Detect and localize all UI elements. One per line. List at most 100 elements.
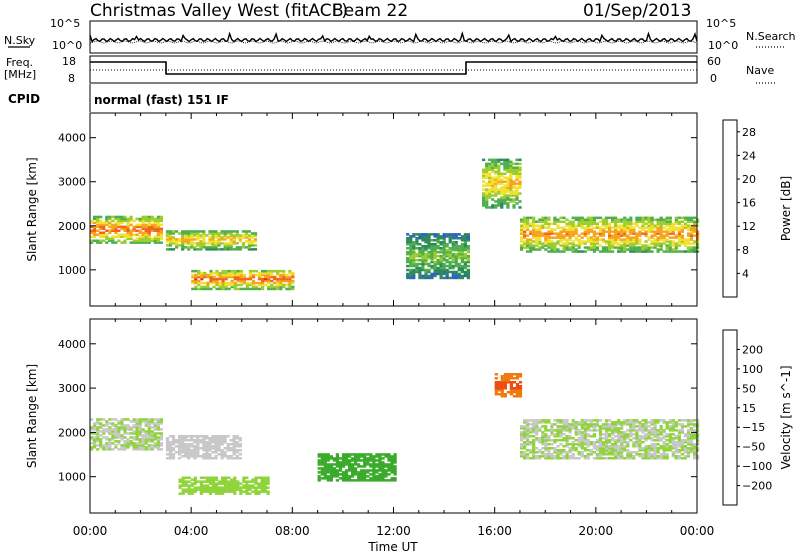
data-cell: [500, 192, 504, 195]
data-cell: [497, 202, 501, 205]
data-cell: [436, 258, 440, 262]
data-cell: [439, 262, 443, 266]
data-cell: [626, 457, 630, 460]
data-cell: [357, 465, 361, 468]
data-cell: [617, 451, 621, 454]
data-cell: [194, 275, 198, 279]
data-cell: [168, 238, 173, 241]
data-cell: [553, 423, 557, 426]
data-cell: [632, 250, 636, 253]
data-cell: [369, 459, 373, 462]
data-cell: [205, 447, 209, 450]
data-cell: [90, 438, 94, 441]
data-cell: [223, 435, 227, 438]
data-cell: [93, 233, 97, 236]
data-cell: [442, 235, 446, 238]
data-cell: [568, 431, 572, 434]
data-cell: [586, 226, 590, 229]
data-cell: [335, 457, 339, 460]
data-cell: [415, 243, 419, 246]
data-cell: [251, 273, 256, 277]
data-cell: [224, 287, 228, 291]
data-cell: [165, 244, 170, 247]
data-cell: [147, 438, 151, 441]
data-cell: [677, 236, 681, 239]
data-cell: [653, 218, 657, 221]
data-cell: [523, 218, 527, 221]
data-cell: [202, 449, 206, 452]
data-cell: [454, 276, 458, 280]
data-cell: [671, 433, 675, 436]
data-cell: [251, 478, 255, 481]
data-cell: [677, 228, 681, 231]
data-cell: [424, 248, 428, 252]
data-cell: [562, 220, 566, 223]
data-cell: [211, 246, 215, 249]
data-cell: [535, 419, 539, 422]
data-cell: [323, 463, 327, 466]
data-cell: [223, 453, 227, 456]
data-cell: [693, 230, 697, 233]
data-cell: [589, 238, 593, 241]
data-cell: [556, 455, 560, 458]
data-cell: [559, 419, 563, 422]
data-cell: [224, 275, 228, 279]
data-cell: [686, 435, 691, 438]
data-cell: [526, 453, 530, 456]
data-cell: [317, 455, 321, 458]
data-cell: [96, 223, 100, 227]
data-cell: [159, 231, 163, 234]
data-cell: [111, 215, 115, 219]
data-cell: [538, 455, 542, 458]
data-cell: [317, 463, 321, 466]
data-cell: [197, 287, 201, 291]
data-cell: [187, 240, 191, 243]
data-cell: [608, 451, 612, 454]
data-cell: [617, 250, 621, 253]
data-cell: [187, 457, 191, 460]
data-cell: [520, 244, 524, 247]
data-cell: [662, 443, 666, 446]
data-cell: [227, 273, 231, 277]
data-cell: [181, 242, 185, 245]
data-cell: [202, 246, 206, 249]
data-cell: [680, 220, 684, 223]
data-cell: [680, 228, 684, 231]
data-cell: [354, 457, 358, 460]
noise-sky-trace: [89, 31, 698, 43]
data-cell: [211, 232, 215, 235]
data-cell: [523, 437, 527, 440]
data-cell: [366, 461, 370, 464]
data-cell: [680, 234, 684, 237]
data-cell: [129, 223, 133, 227]
data-cell: [317, 471, 321, 474]
data-cell: [193, 248, 197, 251]
data-cell: [509, 200, 513, 203]
data-cell: [693, 435, 697, 438]
data-cell: [506, 206, 510, 209]
data-cell: [214, 441, 218, 444]
data-cell: [257, 275, 262, 279]
data-cell: [165, 240, 170, 243]
data-cell: [693, 455, 697, 458]
colorbar-tick-label: 4: [742, 267, 749, 280]
data-cell: [604, 421, 609, 424]
data-cell: [512, 206, 516, 209]
data-cell: [117, 440, 121, 443]
data-cell: [656, 248, 660, 251]
data-cell: [171, 240, 176, 243]
data-cell: [506, 184, 510, 187]
data-cell: [589, 421, 593, 424]
data-cell: [656, 238, 660, 241]
data-cell: [641, 435, 645, 438]
data-cell: [338, 463, 343, 466]
x-tick-label: 00:00: [73, 524, 108, 538]
data-cell: [515, 172, 519, 175]
data-cell: [586, 246, 590, 249]
data-cell: [247, 244, 251, 247]
data-cell: [583, 222, 587, 225]
data-cell: [512, 194, 516, 197]
data-cell: [586, 429, 590, 432]
data-cell: [485, 200, 489, 203]
data-cell: [329, 465, 333, 468]
